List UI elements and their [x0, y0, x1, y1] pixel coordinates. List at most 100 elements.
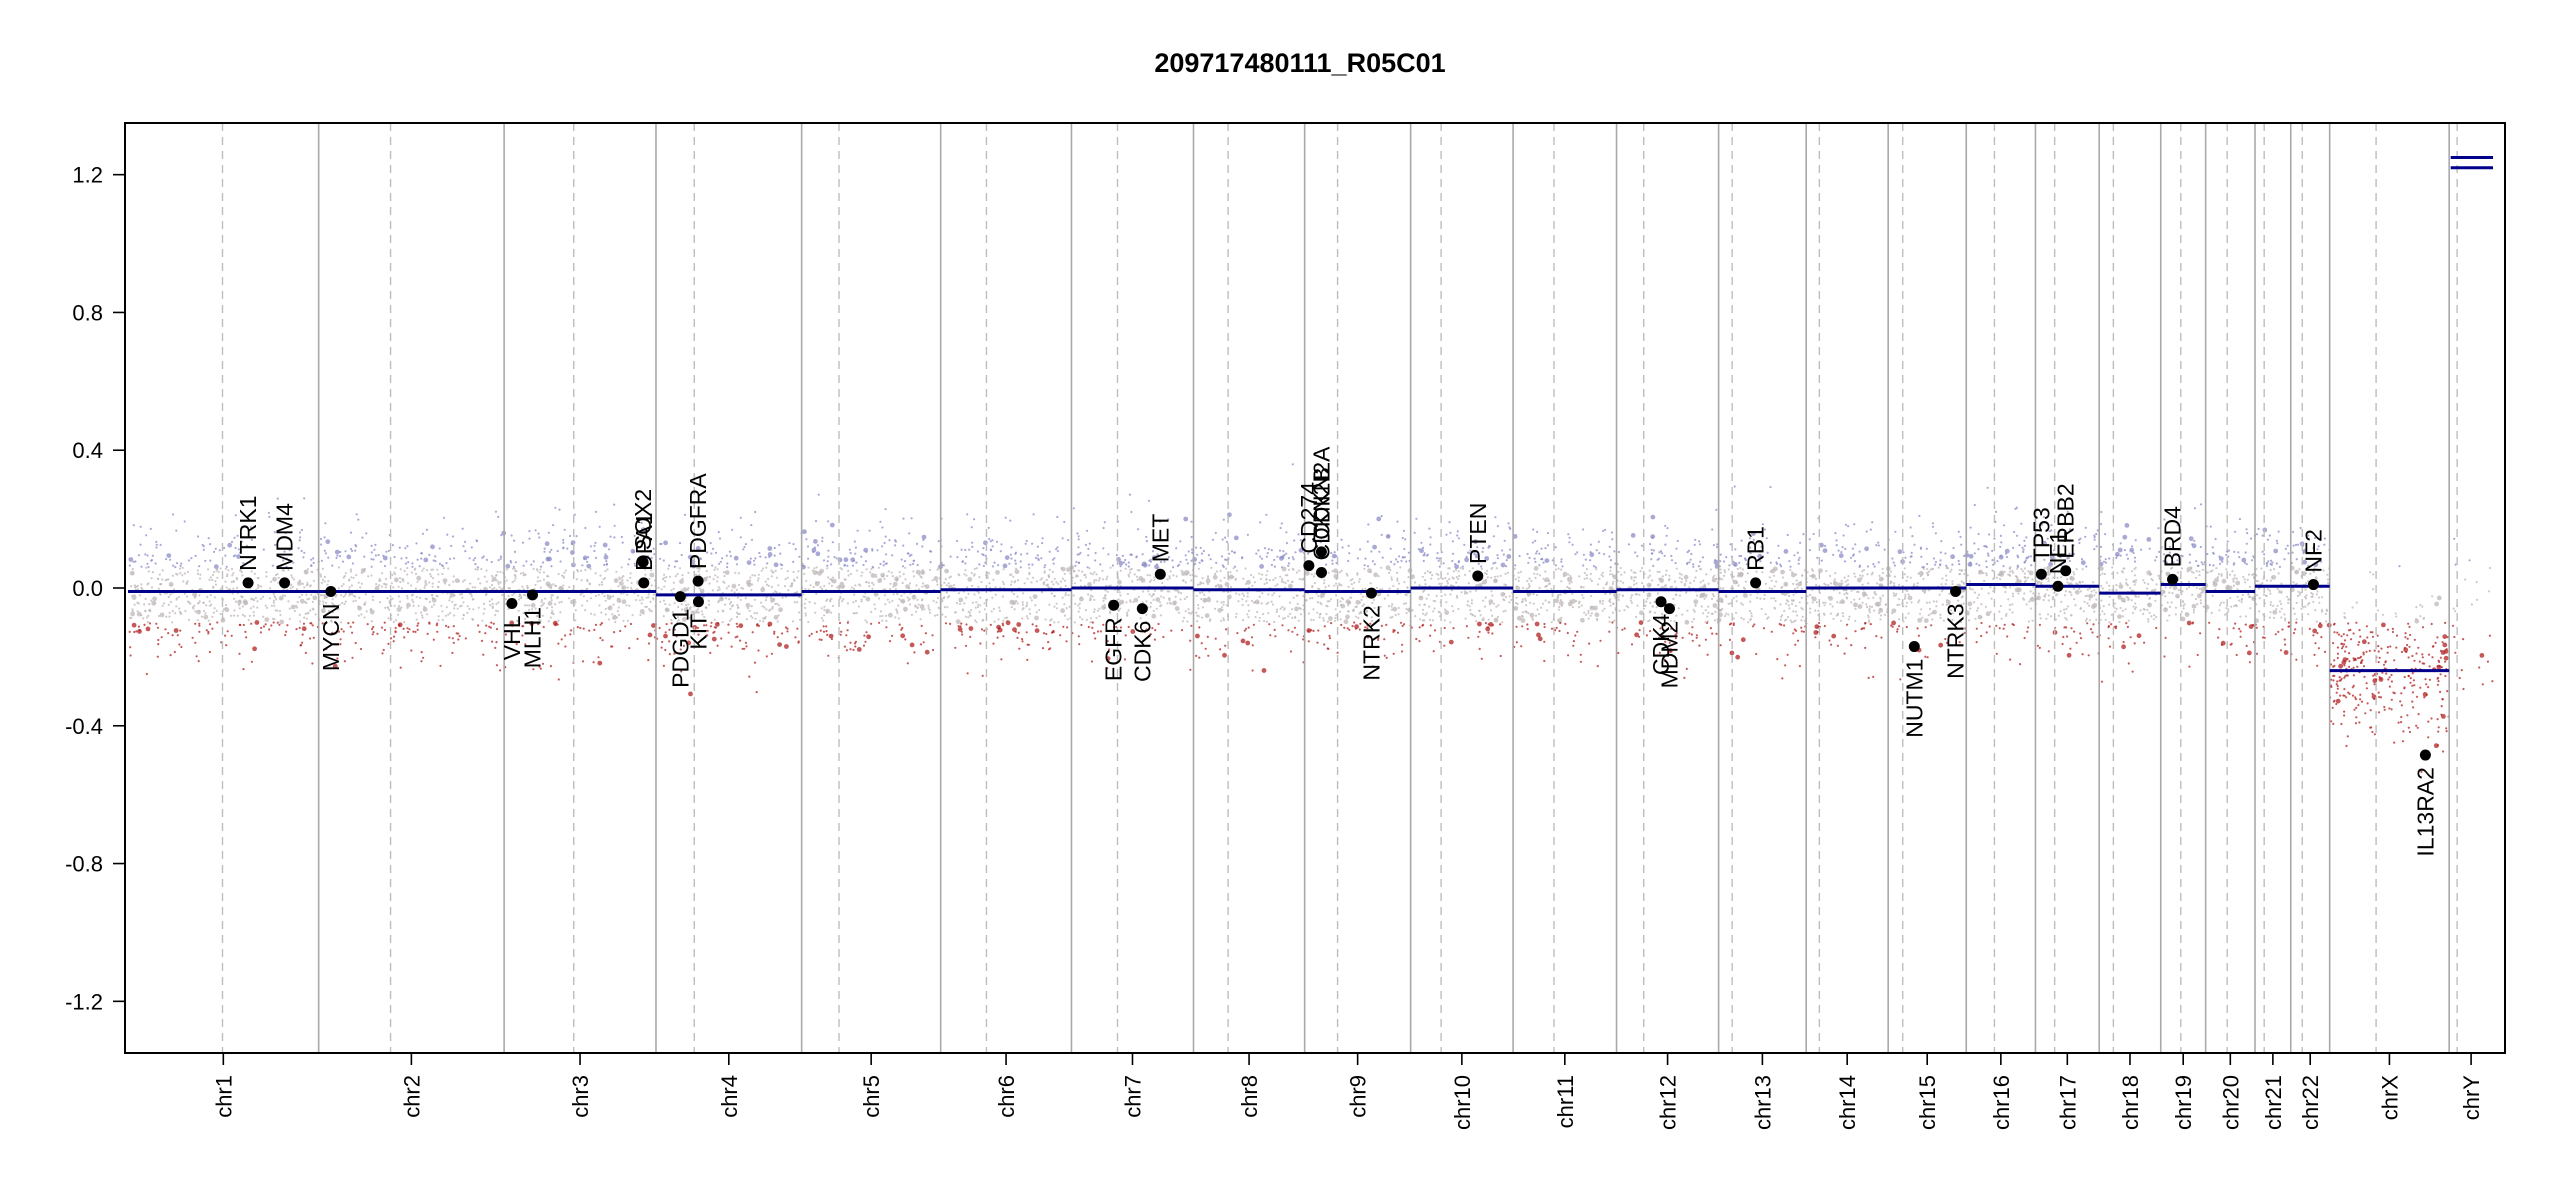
probe-point: [1196, 553, 1199, 556]
probe-point: [1095, 579, 1098, 582]
probe-point: [1316, 601, 1319, 604]
probe-point: [1712, 544, 1715, 547]
probe-point: [1077, 546, 1080, 549]
probe-point: [1047, 641, 1050, 644]
probe-point: [1605, 583, 1608, 586]
probe-point: [900, 633, 906, 639]
probe-point: [321, 578, 325, 581]
probe-point: [325, 539, 331, 545]
probe-point: [288, 617, 291, 621]
probe-point: [1127, 625, 1130, 629]
probe-point: [1276, 555, 1279, 558]
probe-point: [1598, 552, 1601, 555]
probe-point: [735, 588, 738, 592]
probe-point: [1538, 564, 1541, 567]
probe-point: [562, 538, 565, 542]
probe-point: [1251, 669, 1254, 672]
probe-point: [1844, 523, 1847, 526]
probe-point: [230, 580, 233, 584]
probe-point: [1478, 647, 1481, 651]
probe-point: [724, 603, 727, 606]
probe-point: [441, 610, 444, 613]
probe-point: [1656, 570, 1659, 573]
probe-point: [273, 604, 276, 608]
probe-point: [281, 594, 285, 597]
probe-point: [1178, 611, 1181, 614]
probe-point: [1832, 553, 1835, 557]
probe-point: [1437, 573, 1440, 577]
probe-point: [778, 543, 781, 547]
probe-point: [1861, 570, 1864, 573]
probe-point: [705, 624, 708, 627]
probe-point: [1310, 573, 1313, 576]
probe-point: [457, 580, 460, 583]
probe-point: [1721, 607, 1724, 611]
probe-point: [1673, 620, 1676, 623]
probe-point: [370, 558, 373, 561]
probe-point: [589, 567, 592, 571]
probe-point: [750, 605, 753, 608]
probe-point: [250, 570, 253, 573]
probe-point: [1834, 572, 1837, 575]
probe-point: [1748, 610, 1751, 613]
probe-point: [350, 584, 353, 587]
probe-point: [451, 637, 454, 640]
probe-point: [1235, 569, 1239, 572]
probe-point: [1320, 596, 1323, 599]
probe-point: [1072, 507, 1075, 510]
probe-point: [341, 601, 344, 605]
probe-point: [372, 631, 375, 634]
probe-point: [1800, 587, 1803, 590]
probe-point: [198, 610, 201, 613]
probe-point: [1424, 614, 1427, 617]
probe-point: [768, 555, 771, 559]
probe-point: [338, 603, 341, 607]
probe-point: [865, 580, 868, 584]
probe-point: [270, 604, 273, 607]
probe-point: [705, 569, 708, 573]
probe-point: [351, 549, 354, 553]
probe-point: [1126, 613, 1129, 616]
probe-point: [1026, 552, 1029, 555]
probe-point: [1051, 558, 1055, 561]
probe-point: [840, 568, 844, 571]
probe-point: [568, 586, 571, 589]
probe-point: [1846, 597, 1849, 600]
probe-point: [447, 567, 450, 570]
probe-point: [350, 576, 353, 579]
probe-point: [804, 612, 807, 615]
probe-point: [1687, 549, 1691, 552]
probe-point: [1400, 559, 1403, 563]
probe-point: [207, 537, 210, 540]
probe-point: [1345, 614, 1350, 620]
probe-point: [423, 586, 426, 590]
probe-point: [1635, 615, 1638, 619]
probe-point: [955, 601, 959, 605]
probe-point: [1502, 598, 1505, 601]
probe-point: [891, 554, 894, 557]
probe-point: [549, 665, 553, 668]
probe-point: [140, 583, 143, 586]
probe-point: [532, 560, 535, 563]
probe-point: [662, 664, 666, 668]
probe-point: [1312, 575, 1316, 578]
probe-point: [514, 561, 518, 564]
probe-point: [569, 633, 572, 636]
probe-point: [1421, 575, 1424, 578]
probe-point: [193, 604, 196, 607]
probe-point: [129, 616, 132, 619]
probe-point: [1693, 543, 1696, 547]
probe-point: [1004, 616, 1007, 620]
probe-point: [1587, 617, 1590, 620]
probe-point: [1802, 533, 1805, 536]
probe-point: [1854, 630, 1857, 633]
probe-point: [1260, 602, 1263, 605]
probe-point: [1589, 572, 1592, 576]
probe-point: [1185, 558, 1188, 561]
probe-point: [1093, 608, 1096, 611]
probe-point: [1548, 582, 1551, 585]
probe-point: [767, 621, 773, 627]
probe-point: [557, 572, 560, 576]
probe-point: [749, 579, 752, 582]
